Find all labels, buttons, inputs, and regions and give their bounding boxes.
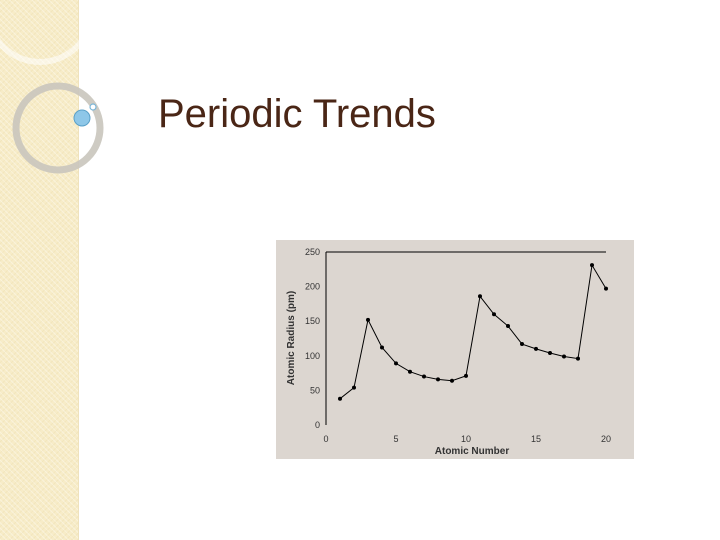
data-point xyxy=(464,373,468,378)
atomic-radius-chart: 0 50 100 150 200 250 0 5 10 15 20 Atomic Number A… xyxy=(276,240,634,459)
data-point xyxy=(338,396,342,401)
slide-title: Periodic Trends xyxy=(158,92,436,136)
data-point xyxy=(352,385,356,390)
data-point xyxy=(604,286,608,291)
y-tick-label: 50 xyxy=(310,385,320,395)
y-tick-label: 250 xyxy=(305,247,320,257)
x-tick-label: 20 xyxy=(601,434,611,444)
data-point xyxy=(450,378,454,383)
data-point xyxy=(576,356,580,361)
x-tick-label: 15 xyxy=(531,434,541,444)
x-axis-label: Atomic Number xyxy=(435,446,510,457)
data-point xyxy=(394,361,398,366)
data-point xyxy=(366,317,370,322)
series-line xyxy=(339,263,607,400)
y-tick-label: 150 xyxy=(305,316,320,326)
decorative-rings xyxy=(0,0,104,174)
data-point xyxy=(562,354,566,359)
data-point xyxy=(408,369,412,374)
data-point xyxy=(422,374,426,379)
data-point xyxy=(548,351,552,356)
y-tick-label: 200 xyxy=(305,282,320,292)
x-tick-label: 0 xyxy=(323,434,328,444)
chart-background xyxy=(276,240,634,459)
x-tick-label: 10 xyxy=(461,434,471,444)
data-point xyxy=(506,324,510,329)
y-tick-label: 0 xyxy=(315,420,320,430)
y-axis-label: Atomic Radius (pm) xyxy=(286,291,297,385)
x-tick-label: 5 xyxy=(393,434,398,444)
data-point xyxy=(520,342,524,347)
data-point xyxy=(590,263,594,268)
data-point xyxy=(492,312,496,317)
chart-container: 0 50 100 150 200 250 0 5 10 15 20 Atomic Number A… xyxy=(276,240,634,459)
data-point xyxy=(380,345,384,350)
data-point xyxy=(436,377,440,382)
data-point xyxy=(534,346,538,351)
y-tick-label: 100 xyxy=(305,351,320,361)
data-point xyxy=(478,294,482,299)
